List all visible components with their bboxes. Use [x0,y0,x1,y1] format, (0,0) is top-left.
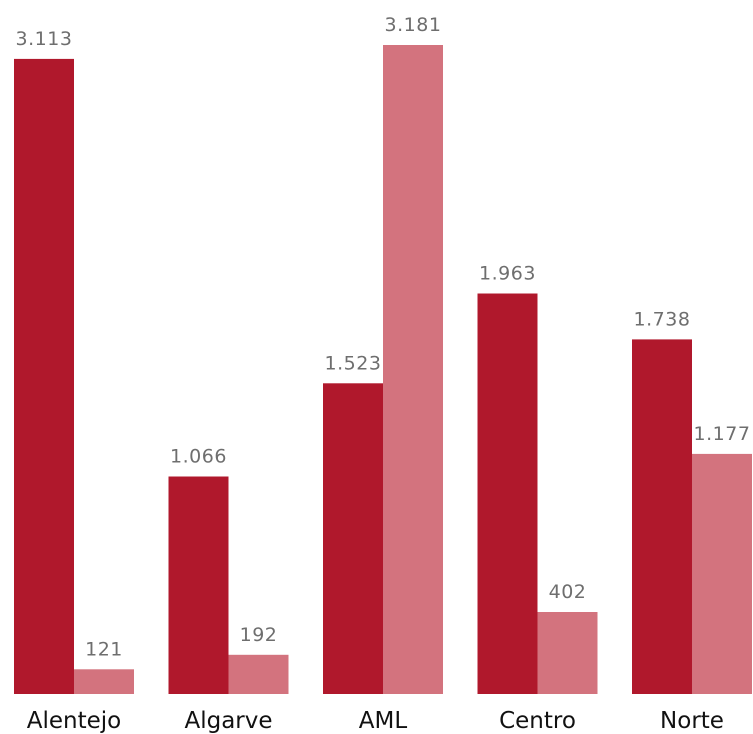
value-labels-layer: 3.113 121 1.066 192 1.523 3.181 1.963 402 1.738 1… [16,14,751,660]
category-label-centro: Centro [499,708,576,734]
bar-alentejo-series-1 [14,58,74,694]
data-label-algarve-series-1: 1.066 [170,446,227,468]
bar-algarve-series-2 [228,654,289,694]
data-label-alentejo-series-1: 3.113 [16,28,73,50]
data-label-aml-series-2: 3.181 [385,14,442,36]
category-labels-layer: Alentejo Algarve AML Centro Norte [27,708,724,734]
data-label-algarve-series-2: 192 [240,624,278,646]
bar-norte-series-1 [632,339,692,694]
bar-centro-series-1 [477,293,538,694]
category-label-aml: AML [359,708,408,734]
data-label-centro-series-2: 402 [549,581,587,603]
data-label-norte-series-2: 1.177 [694,423,751,445]
data-label-aml-series-1: 1.523 [325,352,382,374]
bar-aml-series-1 [323,383,383,694]
bar-aml-series-2 [383,45,443,694]
bar-centro-series-2 [537,612,598,694]
category-label-algarve: Algarve [184,708,272,734]
bar-algarve-series-1 [168,476,229,694]
data-label-centro-series-1: 1.963 [479,263,536,285]
bar-norte-series-2 [692,453,752,694]
data-label-alentejo-series-2: 121 [85,638,123,660]
category-label-alentejo: Alentejo [27,708,121,734]
category-label-norte: Norte [660,708,724,734]
bar-alentejo-series-2 [74,669,134,694]
data-label-norte-series-1: 1.738 [634,308,691,330]
bars-layer [14,45,752,694]
